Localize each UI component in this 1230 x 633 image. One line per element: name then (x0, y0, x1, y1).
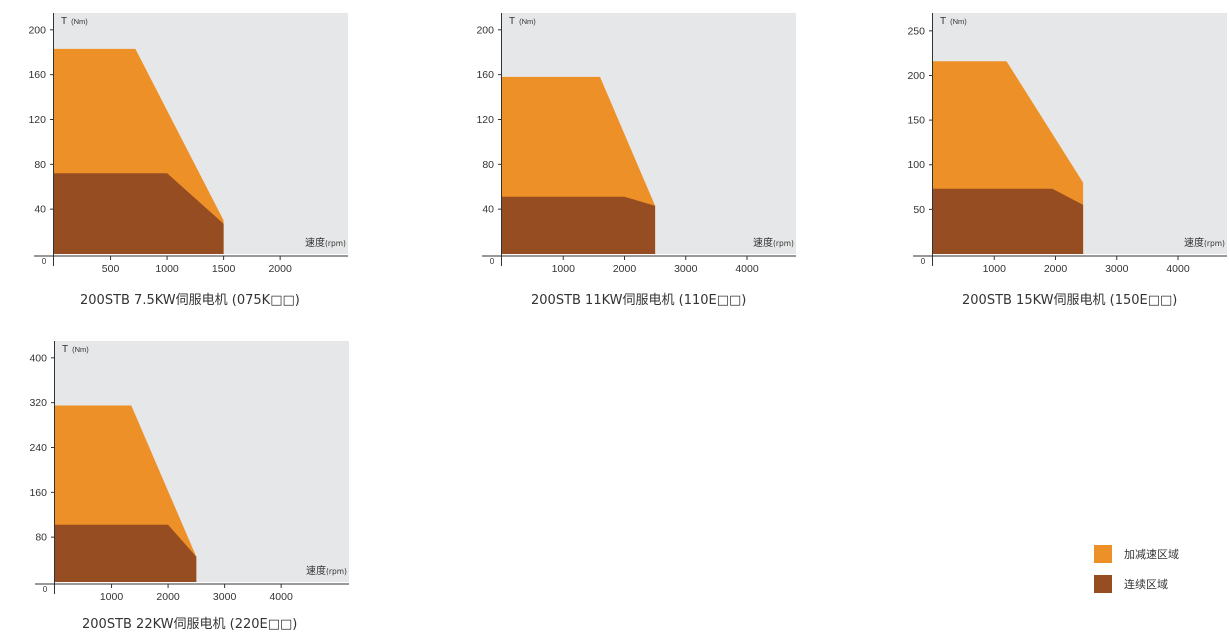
y-axis-label: T (Nm) (940, 16, 967, 27)
y-tick-label: 200 (476, 24, 494, 36)
y-tick-label: 200 (28, 24, 46, 36)
x-tick-label: 4000 (1166, 263, 1190, 275)
x-tick-label: 4000 (735, 263, 759, 275)
x-axis-unit: (rpm) (326, 567, 347, 576)
origin-label: 0 (42, 257, 47, 266)
x-tick-label: 2000 (268, 263, 292, 275)
x-axis-title: 速度 (306, 564, 326, 577)
chart-title-220e: 200STB 22KW伺服电机 (220E□□) (82, 617, 298, 632)
y-tick-label: 80 (482, 159, 494, 171)
y-axis-unit: (Nm) (72, 345, 89, 354)
legend-swatch-continuous (1094, 575, 1112, 593)
y-tick-label: 120 (476, 114, 494, 126)
x-axis-label: 速度(rpm) (306, 564, 347, 577)
x-tick-label: 3000 (1105, 263, 1129, 275)
y-axis-unit: (Nm) (71, 17, 88, 26)
legend-swatch-accel (1094, 545, 1112, 563)
continuous-region (54, 173, 224, 254)
x-tick-label: 1000 (100, 591, 124, 603)
y-tick-label: 200 (907, 70, 925, 82)
x-tick-label: 2000 (1044, 263, 1068, 275)
legend-label-accel: 加减速区域 (1124, 548, 1179, 561)
origin-label: 0 (43, 585, 48, 594)
y-tick-label: 40 (34, 204, 46, 216)
x-tick-label: 1000 (155, 263, 179, 275)
y-tick-label: 240 (29, 442, 47, 454)
y-axis-label: T (Nm) (61, 16, 88, 27)
x-axis-unit: (rpm) (325, 239, 346, 248)
continuous-region (502, 196, 656, 254)
y-tick-label: 320 (29, 397, 47, 409)
y-tick-label: 50 (913, 204, 925, 216)
y-tick-label: 160 (476, 69, 494, 81)
y-tick-label: 40 (482, 204, 494, 216)
x-tick-label: 2000 (613, 263, 637, 275)
y-tick-label: 120 (28, 114, 46, 126)
y-tick-label: 400 (29, 352, 47, 364)
x-tick-label: 1000 (552, 263, 576, 275)
y-tick-label: 160 (28, 69, 46, 81)
x-axis-title: 速度 (305, 236, 325, 249)
x-tick-label: 2000 (156, 591, 180, 603)
chart-title-075k: 200STB 7.5KW伺服电机 (075K□□) (80, 293, 300, 308)
x-axis-title: 速度 (753, 236, 773, 249)
y-axis-unit: (Nm) (519, 17, 536, 26)
chart-title-110e: 200STB 11KW伺服电机 (110E□□) (531, 293, 747, 308)
x-tick-label: 3000 (213, 591, 237, 603)
y-axis-symbol: T (61, 16, 67, 27)
y-axis-symbol: T (62, 344, 68, 355)
legend-item-continuous: 连续区域 (1094, 574, 1179, 594)
x-tick-label: 4000 (269, 591, 293, 603)
chart-title-150e: 200STB 15KW伺服电机 (150E□□) (962, 293, 1178, 308)
legend-item-accel: 加减速区域 (1094, 544, 1179, 564)
y-axis-symbol: T (940, 16, 946, 27)
y-tick-label: 100 (907, 159, 925, 171)
x-axis-unit: (rpm) (1204, 239, 1225, 248)
y-axis-label: T (Nm) (62, 344, 89, 355)
y-tick-label: 150 (907, 115, 925, 127)
continuous-region (933, 188, 1084, 254)
y-axis-symbol: T (509, 16, 515, 27)
origin-label: 0 (490, 257, 495, 266)
x-axis-title: 速度 (1184, 236, 1204, 249)
x-axis-label: 速度(rpm) (305, 236, 346, 249)
y-axis-unit: (Nm) (950, 17, 967, 26)
y-axis-label: T (Nm) (509, 16, 536, 27)
x-axis-unit: (rpm) (773, 239, 794, 248)
legend: 加减速区域 连续区域 (1094, 544, 1179, 604)
x-tick-label: 1500 (212, 263, 236, 275)
x-tick-label: 500 (102, 263, 120, 275)
y-tick-label: 250 (907, 25, 925, 37)
x-axis-label: 速度(rpm) (753, 236, 794, 249)
origin-label: 0 (921, 257, 926, 266)
y-tick-label: 160 (29, 487, 47, 499)
x-tick-label: 3000 (674, 263, 698, 275)
continuous-region (55, 524, 197, 582)
y-tick-label: 80 (35, 532, 47, 544)
y-tick-label: 80 (34, 159, 46, 171)
x-tick-label: 1000 (983, 263, 1007, 275)
x-axis-label: 速度(rpm) (1184, 236, 1225, 249)
legend-label-continuous: 连续区域 (1124, 578, 1168, 591)
